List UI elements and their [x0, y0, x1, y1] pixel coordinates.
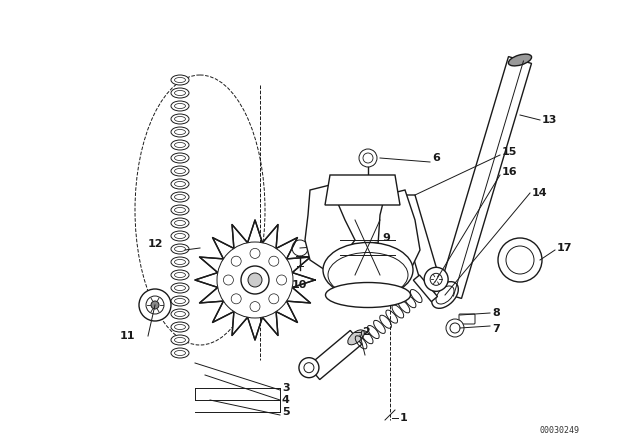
Circle shape [139, 289, 171, 321]
Polygon shape [325, 175, 400, 205]
Ellipse shape [171, 88, 189, 98]
Circle shape [151, 301, 159, 309]
Ellipse shape [171, 231, 189, 241]
Text: 4: 4 [282, 395, 290, 405]
Ellipse shape [171, 283, 189, 293]
Circle shape [425, 272, 445, 292]
Text: 10: 10 [292, 280, 307, 290]
Ellipse shape [171, 192, 189, 202]
Ellipse shape [171, 257, 189, 267]
Ellipse shape [348, 330, 364, 345]
Circle shape [498, 238, 542, 282]
Text: 13: 13 [542, 115, 557, 125]
Ellipse shape [508, 54, 532, 66]
Text: 7: 7 [492, 324, 500, 334]
Circle shape [217, 242, 293, 318]
Text: 6: 6 [432, 153, 440, 163]
Text: 8: 8 [492, 308, 500, 318]
Ellipse shape [171, 296, 189, 306]
Ellipse shape [171, 270, 189, 280]
Ellipse shape [171, 75, 189, 85]
Polygon shape [305, 185, 355, 270]
Polygon shape [308, 331, 362, 379]
Text: 16: 16 [502, 167, 518, 177]
Ellipse shape [171, 205, 189, 215]
Text: 00030249: 00030249 [540, 426, 580, 435]
Ellipse shape [431, 282, 458, 308]
Ellipse shape [171, 166, 189, 176]
Text: 14: 14 [532, 188, 548, 198]
Polygon shape [395, 195, 440, 280]
Text: 5: 5 [282, 407, 290, 417]
Circle shape [424, 267, 448, 291]
Ellipse shape [171, 309, 189, 319]
Circle shape [446, 319, 464, 337]
Circle shape [299, 358, 319, 378]
Text: 1: 1 [400, 413, 408, 423]
Ellipse shape [171, 101, 189, 111]
Text: 11: 11 [120, 331, 136, 341]
Ellipse shape [171, 140, 189, 150]
Ellipse shape [323, 242, 413, 297]
Circle shape [359, 149, 377, 167]
Text: 3: 3 [282, 383, 290, 393]
Circle shape [292, 240, 308, 256]
Ellipse shape [171, 114, 189, 124]
Ellipse shape [171, 153, 189, 163]
Circle shape [241, 266, 269, 294]
Ellipse shape [171, 322, 189, 332]
Circle shape [430, 277, 440, 287]
Ellipse shape [171, 218, 189, 228]
Polygon shape [438, 56, 531, 298]
Text: 2: 2 [362, 327, 370, 337]
Ellipse shape [171, 335, 189, 345]
Ellipse shape [326, 283, 410, 307]
Polygon shape [195, 220, 315, 340]
Ellipse shape [171, 244, 189, 254]
Ellipse shape [171, 127, 189, 137]
Polygon shape [378, 190, 420, 280]
Text: 15: 15 [502, 147, 517, 157]
Text: 9: 9 [382, 233, 390, 243]
Ellipse shape [171, 179, 189, 189]
Circle shape [248, 273, 262, 287]
Text: 12: 12 [148, 239, 163, 249]
Ellipse shape [171, 348, 189, 358]
Text: 17: 17 [557, 243, 573, 253]
FancyBboxPatch shape [459, 314, 475, 324]
Polygon shape [413, 275, 438, 302]
